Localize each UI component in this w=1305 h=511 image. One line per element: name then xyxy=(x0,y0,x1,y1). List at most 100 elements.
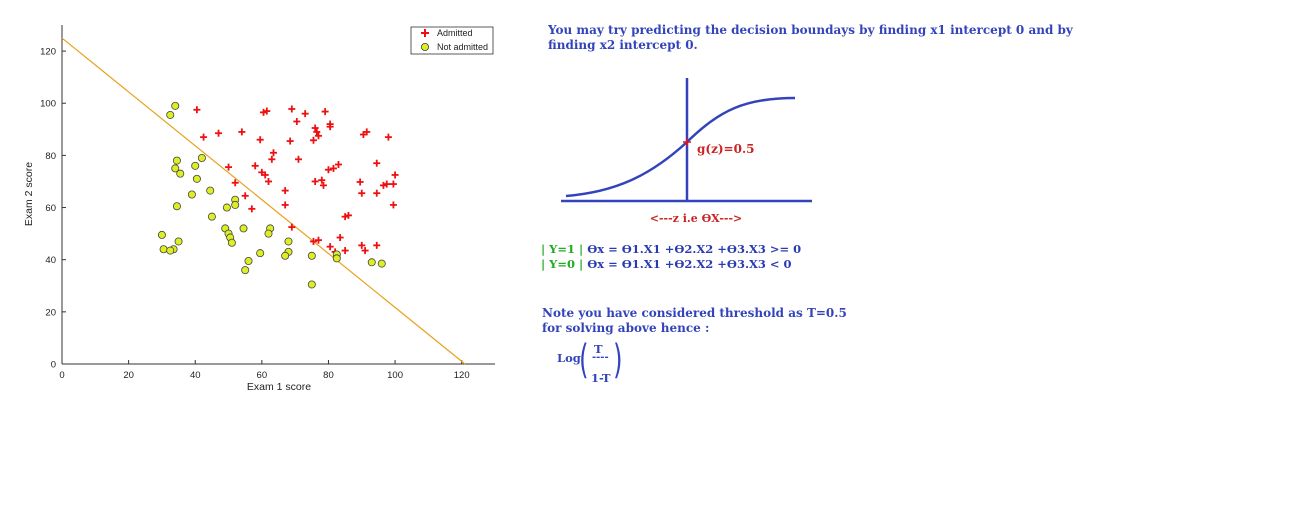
admitted-point xyxy=(341,213,349,221)
equation-y1-body: ϴx = ϴ1.X1 +ϴ2.X2 +ϴ3.X3 >= 0 xyxy=(583,242,802,256)
not-admitted-point xyxy=(281,251,290,260)
admitted-point xyxy=(200,133,208,141)
decision-boundary-line xyxy=(61,37,466,365)
not-admitted-point xyxy=(171,164,180,173)
sigmoid-curve xyxy=(565,96,796,198)
admitted-point xyxy=(318,176,326,184)
equation-y1: | Y=1 | ϴx = ϴ1.X1 +ϴ2.X2 +ϴ3.X3 >= 0 xyxy=(541,242,801,256)
not-admitted-point xyxy=(206,186,215,195)
admitted-point xyxy=(193,106,201,114)
threshold-line-1: Note you have considered threshold as T=… xyxy=(542,306,847,320)
threshold-line-2: for solving above hence : xyxy=(542,321,710,335)
admitted-point xyxy=(389,201,397,209)
y-tick-label: 60 xyxy=(45,203,56,214)
not-admitted-point xyxy=(176,169,185,178)
x-tick-label: 100 xyxy=(387,370,403,381)
not-admitted-point xyxy=(191,161,200,170)
legend-not-admitted-marker xyxy=(420,43,429,52)
x-axis-label: Exam 1 score xyxy=(247,381,311,393)
x-tick-label: 80 xyxy=(323,370,334,381)
equation-y0-prefix: | Y=0 | xyxy=(541,257,584,271)
not-admitted-point xyxy=(231,200,240,209)
not-admitted-point xyxy=(244,256,253,265)
admitted-point xyxy=(356,178,364,186)
admitted-point xyxy=(309,237,317,245)
not-admitted-point xyxy=(172,156,181,165)
admitted-point xyxy=(231,179,239,187)
admitted-point xyxy=(319,181,327,189)
admitted-point xyxy=(293,117,301,125)
legend-admitted-marker xyxy=(421,29,429,37)
admitted-point xyxy=(391,171,399,179)
admitted-point xyxy=(268,155,276,163)
admitted-point xyxy=(260,108,268,116)
admitted-point xyxy=(301,110,309,118)
admitted-point xyxy=(329,164,337,172)
admitted-point xyxy=(314,236,322,244)
fraction-denominator: 1-T xyxy=(591,371,611,385)
admitted-point xyxy=(334,161,342,169)
not-admitted-point xyxy=(174,237,183,246)
not-admitted-point xyxy=(264,229,273,238)
not-admitted-point xyxy=(192,174,201,183)
admitted-point xyxy=(314,132,322,140)
y-tick-label: 20 xyxy=(45,307,56,318)
left-paren: ( xyxy=(579,337,589,383)
equation-y0-body: ϴx = ϴ1.X1 +ϴ2.X2 +ϴ3.X3 < 0 xyxy=(583,257,792,271)
admitted-point xyxy=(358,189,366,197)
admitted-point xyxy=(311,124,319,132)
sigmoid-midpoint-marker xyxy=(683,138,691,146)
admitted-point xyxy=(373,241,381,249)
not-admitted-point xyxy=(222,203,231,212)
y-tick-label: 120 xyxy=(40,47,56,58)
not-admitted-point xyxy=(207,212,216,221)
not-admitted-point xyxy=(307,251,316,260)
not-admitted-point xyxy=(227,238,236,247)
threshold-note: Note you have considered threshold as T=… xyxy=(542,306,847,336)
admitted-point xyxy=(288,223,296,231)
y-axis-label: Exam 2 score xyxy=(23,162,35,226)
legend: Admitted Not admitted xyxy=(410,26,494,55)
admitted-point xyxy=(256,136,264,144)
admitted-point xyxy=(361,247,369,255)
admitted-point xyxy=(373,189,381,197)
not-admitted-point xyxy=(256,249,265,258)
y-tick-label: 80 xyxy=(45,151,56,162)
admitted-point xyxy=(341,247,349,255)
not-admitted-point xyxy=(307,280,316,289)
not-admitted-point xyxy=(159,245,168,254)
x-tick-label: 120 xyxy=(454,370,470,381)
x-tick-label: 0 xyxy=(59,370,64,381)
admitted-point xyxy=(321,108,329,116)
admitted-point xyxy=(281,201,289,209)
not-admitted-point xyxy=(239,224,248,233)
admitted-point xyxy=(384,133,392,141)
admitted-point xyxy=(344,211,352,219)
legend-admitted-label: Admitted xyxy=(437,28,473,38)
fraction-bar: ---- xyxy=(592,352,609,363)
admitted-point xyxy=(311,177,319,185)
admitted-point xyxy=(379,181,387,189)
log-label: Log xyxy=(557,351,581,365)
not-admitted-point xyxy=(367,258,376,267)
not-admitted-point xyxy=(187,190,196,199)
admitted-point xyxy=(215,129,223,137)
not-admitted-point xyxy=(172,202,181,211)
equation-y0: | Y=0 | ϴx = ϴ1.X1 +ϴ2.X2 +ϴ3.X3 < 0 xyxy=(541,257,792,271)
admitted-point xyxy=(241,192,249,200)
y-tick-label: 40 xyxy=(45,255,56,266)
equation-y1-prefix: | Y=1 | xyxy=(541,242,584,256)
admitted-point xyxy=(281,187,289,195)
admitted-point xyxy=(326,243,334,251)
not-admitted-point xyxy=(197,153,206,162)
not-admitted-point xyxy=(157,230,166,239)
x-tick-label: 40 xyxy=(190,370,201,381)
admitted-point xyxy=(270,149,278,157)
admitted-point xyxy=(313,128,321,136)
admitted-point xyxy=(294,155,302,163)
not-admitted-point xyxy=(171,101,180,110)
x-tick-group: 0 20 40 60 80 100 120 xyxy=(59,360,470,381)
intro-note: You may try predicting the decision boun… xyxy=(548,23,1073,52)
admitted-point xyxy=(389,180,397,188)
x-tick-label: 60 xyxy=(257,370,268,381)
